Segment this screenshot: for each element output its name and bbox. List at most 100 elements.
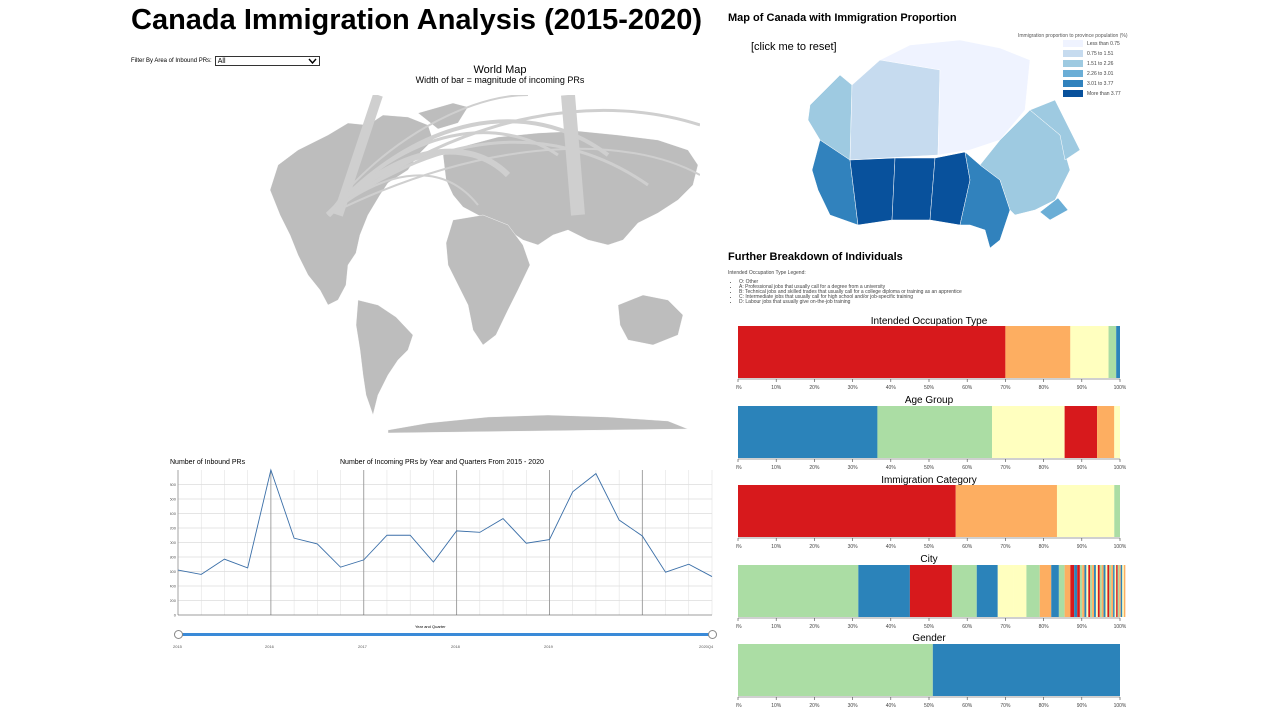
world-map[interactable] bbox=[268, 95, 700, 435]
city-stacked-bar[interactable]: 0% 10% 20% 30% 40% 50% 60% 70% 80% 90% 100% bbox=[736, 565, 1126, 635]
bar-segment[interactable] bbox=[1094, 565, 1096, 617]
bar-segment[interactable] bbox=[738, 644, 933, 696]
slider-end-handle[interactable] bbox=[708, 630, 717, 639]
bar-segment[interactable] bbox=[955, 485, 1057, 537]
slider-start-handle[interactable] bbox=[174, 630, 183, 639]
bar-segment[interactable] bbox=[1039, 565, 1052, 617]
age-stacked-bar[interactable]: 0% 10% 20% 30% 40% 50% 60% 70% 80% 90% 100% bbox=[736, 406, 1126, 476]
bar-segment[interactable] bbox=[932, 644, 1120, 696]
data-point[interactable] bbox=[641, 535, 643, 537]
bar-segment[interactable] bbox=[1074, 565, 1078, 617]
bar-segment[interactable] bbox=[1097, 406, 1115, 458]
x-tick-label: 60% bbox=[962, 544, 973, 550]
data-point[interactable] bbox=[502, 517, 504, 519]
bar-segment[interactable] bbox=[1117, 565, 1120, 617]
bar-segment[interactable] bbox=[1086, 565, 1089, 617]
bar-segment[interactable] bbox=[1064, 406, 1098, 458]
bar-segment[interactable] bbox=[1070, 326, 1109, 378]
data-point[interactable] bbox=[316, 543, 318, 545]
bar-segment[interactable] bbox=[1090, 565, 1093, 617]
bar-segment[interactable] bbox=[1084, 565, 1087, 617]
reset-map-button[interactable]: [click me to reset] bbox=[751, 41, 837, 53]
occupation-stacked-bar[interactable]: 0% 10% 20% 30% 40% 50% 60% 70% 80% 90% 100% bbox=[736, 326, 1126, 396]
data-point[interactable] bbox=[339, 566, 341, 568]
data-point[interactable] bbox=[270, 469, 272, 471]
bar-segment[interactable] bbox=[1092, 565, 1095, 617]
data-point[interactable] bbox=[548, 538, 550, 540]
bar-segment[interactable] bbox=[1064, 565, 1071, 617]
bar-segment[interactable] bbox=[1079, 565, 1083, 617]
data-point[interactable] bbox=[293, 537, 295, 539]
bar-segment[interactable] bbox=[877, 406, 993, 458]
data-point[interactable] bbox=[409, 534, 411, 536]
bar-segment[interactable] bbox=[1116, 326, 1120, 378]
filter-selected-value: All bbox=[217, 57, 226, 65]
data-point[interactable] bbox=[525, 542, 527, 544]
data-point[interactable] bbox=[246, 567, 248, 569]
data-point[interactable] bbox=[363, 559, 365, 561]
bar-segment[interactable] bbox=[1051, 565, 1059, 617]
bar-segment[interactable] bbox=[738, 565, 859, 617]
bar-segment[interactable] bbox=[1082, 565, 1085, 617]
gender-stacked-bar[interactable]: 0% 10% 20% 30% 40% 50% 60% 70% 80% 90% 100% bbox=[736, 644, 1126, 714]
data-point[interactable] bbox=[223, 558, 225, 560]
bar-segment[interactable] bbox=[1113, 565, 1115, 617]
bar-segment[interactable] bbox=[1095, 565, 1098, 617]
bar-segment[interactable] bbox=[909, 565, 952, 617]
data-point[interactable] bbox=[688, 563, 690, 565]
bar-segment[interactable] bbox=[1109, 565, 1112, 617]
bar-segment[interactable] bbox=[1058, 565, 1065, 617]
bar-segment[interactable] bbox=[1107, 565, 1110, 617]
bar-segment[interactable] bbox=[1101, 565, 1104, 617]
data-point[interactable] bbox=[595, 472, 597, 474]
bar-segment[interactable] bbox=[997, 565, 1014, 617]
bar-segment[interactable] bbox=[738, 406, 878, 458]
canada-map[interactable] bbox=[800, 40, 1090, 255]
area-filter-select[interactable]: All bbox=[214, 56, 320, 66]
x-tick-label: 10% bbox=[771, 624, 782, 630]
bar-segment[interactable] bbox=[1114, 485, 1120, 537]
data-point[interactable] bbox=[455, 530, 457, 532]
bar-segment[interactable] bbox=[1088, 565, 1091, 617]
quarterly-line-chart[interactable]: 0 200 400 600 800 1,000 1,200 1,400 1,600 1,800 bbox=[170, 466, 715, 622]
category-stacked-bar[interactable]: 0% 10% 20% 30% 40% 50% 60% 70% 80% 90% 100% bbox=[736, 485, 1126, 555]
bar-segment[interactable] bbox=[1116, 565, 1118, 617]
bar-segment[interactable] bbox=[1005, 326, 1071, 378]
bar-segment[interactable] bbox=[1099, 565, 1102, 617]
data-point[interactable] bbox=[200, 573, 202, 575]
bar-segment[interactable] bbox=[1120, 565, 1123, 617]
x-tick-label: 30% bbox=[848, 703, 859, 709]
bar-segment[interactable] bbox=[1114, 406, 1120, 458]
bar-segment[interactable] bbox=[1077, 565, 1080, 617]
bar-segment[interactable] bbox=[1103, 565, 1106, 617]
bar-segment[interactable] bbox=[1123, 565, 1126, 617]
bar-segment[interactable] bbox=[738, 326, 1006, 378]
data-point[interactable] bbox=[386, 534, 388, 536]
bar-segment[interactable] bbox=[1097, 565, 1100, 617]
bar-segment[interactable] bbox=[1026, 565, 1040, 617]
year-range-slider[interactable] bbox=[177, 633, 712, 636]
bar-segment[interactable] bbox=[1056, 485, 1115, 537]
bar-segment[interactable] bbox=[951, 565, 977, 617]
data-point[interactable] bbox=[479, 531, 481, 533]
bar-segment[interactable] bbox=[1013, 565, 1027, 617]
data-point[interactable] bbox=[177, 569, 179, 571]
data-point[interactable] bbox=[711, 575, 713, 577]
bar-segment[interactable] bbox=[1070, 565, 1075, 617]
bar-segment[interactable] bbox=[1111, 565, 1114, 617]
bar-segment[interactable] bbox=[1108, 326, 1117, 378]
bar-segment[interactable] bbox=[1114, 565, 1117, 617]
y-tick-label: 0 bbox=[174, 613, 177, 618]
bar-segment[interactable] bbox=[992, 406, 1065, 458]
bar-segment[interactable] bbox=[738, 485, 956, 537]
bar-segment[interactable] bbox=[1119, 565, 1121, 617]
data-point[interactable] bbox=[571, 491, 573, 493]
bar-segment[interactable] bbox=[858, 565, 910, 617]
x-tick-label: 100% bbox=[1114, 385, 1126, 391]
data-point[interactable] bbox=[664, 571, 666, 573]
bar-segment[interactable] bbox=[1105, 565, 1108, 617]
data-point[interactable] bbox=[618, 519, 620, 521]
bar-segment[interactable] bbox=[1122, 565, 1124, 617]
data-point[interactable] bbox=[432, 561, 434, 563]
bar-segment[interactable] bbox=[976, 565, 998, 617]
